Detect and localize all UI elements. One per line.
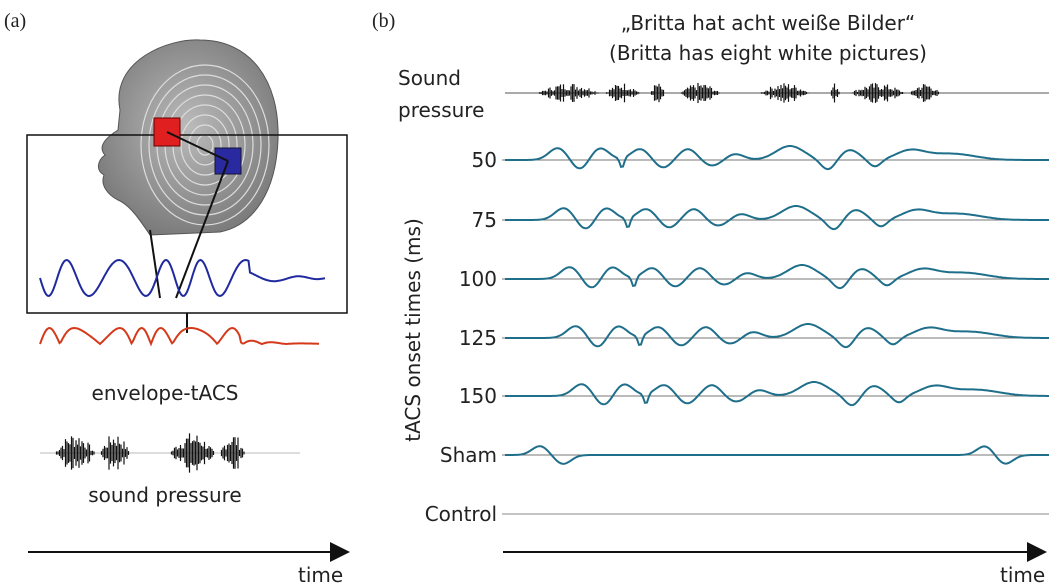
envelope-label: envelope-tACS xyxy=(92,381,239,405)
tacs-wave xyxy=(505,205,1049,231)
row-label: Control xyxy=(425,502,497,526)
time-label: time xyxy=(298,563,343,587)
contour xyxy=(140,64,270,226)
sound-wave xyxy=(538,82,940,104)
sound-label: pressure xyxy=(398,98,484,122)
tacs-wave xyxy=(505,445,1049,465)
axis-label: tACS onset times (ms) xyxy=(401,218,425,442)
connector xyxy=(175,160,229,299)
panel-label: (b) xyxy=(372,10,395,32)
panel-label: (a) xyxy=(4,10,26,32)
connector xyxy=(149,229,161,299)
tacs-wave xyxy=(505,323,1049,349)
row-label: Sham xyxy=(440,443,497,467)
row-label: 50 xyxy=(472,148,497,172)
head xyxy=(98,39,279,236)
tacs-wave xyxy=(505,145,1049,171)
sound-label: Sound xyxy=(398,66,461,90)
connector xyxy=(166,131,229,162)
row-label: 150 xyxy=(459,384,497,408)
row-label: 100 xyxy=(459,267,497,291)
tacs-wave xyxy=(505,264,1049,290)
row-label: 125 xyxy=(459,326,497,350)
row-label: 75 xyxy=(472,208,497,232)
envelope-wave xyxy=(39,326,319,347)
title: (Britta has eight white pictures) xyxy=(609,41,927,65)
contour xyxy=(188,124,222,166)
tacs-wave xyxy=(39,258,326,298)
contour xyxy=(180,114,230,176)
tacs-wave xyxy=(505,381,1049,407)
sound-wave xyxy=(55,433,245,473)
title: „Britta hat acht weiße Bilder“ xyxy=(621,11,916,35)
contour xyxy=(148,74,262,216)
sound-label: sound pressure xyxy=(88,483,241,507)
time-label: time xyxy=(1000,563,1045,587)
